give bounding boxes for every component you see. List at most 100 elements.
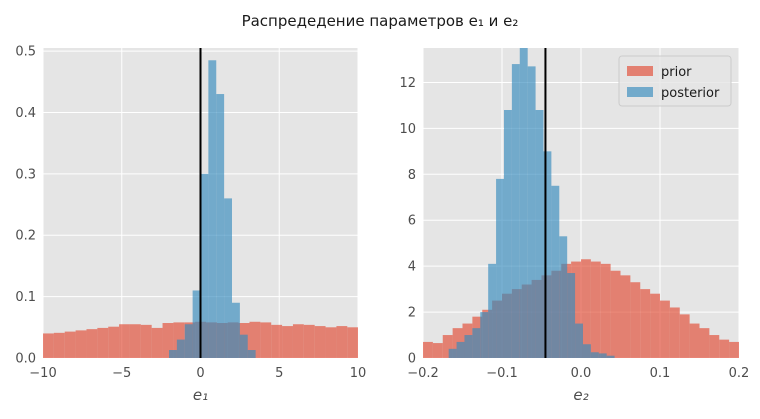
prior-bar <box>86 329 98 358</box>
posterior-bar <box>239 334 248 358</box>
y-tick-label: 6 <box>408 214 416 229</box>
y-tick-label: 8 <box>408 168 416 183</box>
posterior-bar <box>224 198 232 358</box>
prior-bar <box>620 275 631 358</box>
prior-bar <box>336 326 348 358</box>
prior-bar <box>442 335 453 358</box>
posterior-bar <box>480 312 489 358</box>
prior-bar <box>271 324 283 358</box>
prior-bar <box>669 307 680 358</box>
prior-bar <box>162 323 174 358</box>
legend: prior posterior <box>618 55 732 107</box>
posterior-bar <box>511 64 520 358</box>
prior-bar <box>590 261 601 358</box>
x-tick-label: 0.0 <box>571 366 592 381</box>
prior-bar <box>43 333 54 358</box>
prior-bar <box>729 341 739 358</box>
prior-bar <box>292 324 304 358</box>
prior-bar <box>358 331 369 358</box>
x-tick-label: 10 <box>350 366 367 381</box>
y-tick-label: 10 <box>399 122 416 137</box>
x-tick-label: 0.2 <box>729 366 750 381</box>
posterior-bar <box>247 350 256 358</box>
posterior-bar <box>551 185 560 358</box>
y-tick-label: 0.0 <box>15 352 36 367</box>
y-tick-label: 4 <box>408 260 416 275</box>
prior-bar <box>314 326 326 358</box>
prior-bar <box>249 321 261 358</box>
prior-bar <box>699 328 710 358</box>
prior-bar <box>129 324 141 358</box>
legend-swatch-posterior <box>627 87 653 97</box>
x-tick-label: −0.1 <box>486 366 518 381</box>
posterior-bar <box>527 66 536 358</box>
prior-bar <box>719 339 730 358</box>
prior-bar <box>75 330 87 358</box>
prior-bar <box>325 327 337 358</box>
prior-bar <box>119 324 130 358</box>
prior-bar <box>581 259 591 358</box>
prior-bar <box>151 327 163 358</box>
prior-bar <box>640 289 651 358</box>
y-tick-label: 2 <box>408 306 416 321</box>
posterior-bar <box>488 263 497 358</box>
y-tick-label: 0.3 <box>15 167 36 182</box>
y-tick-label: 0.5 <box>15 45 36 60</box>
prior-bar <box>650 293 660 358</box>
prior-bar <box>53 332 65 358</box>
posterior-series <box>448 48 615 358</box>
posterior-bar <box>575 323 583 358</box>
posterior-bar <box>192 290 201 358</box>
posterior-bar <box>496 178 504 358</box>
prior-bar <box>660 300 670 358</box>
prior-bar <box>303 324 315 358</box>
x-axis-label: e₁ <box>193 386 208 404</box>
posterior-bar <box>176 339 185 358</box>
x-tick-label: −0.2 <box>407 366 439 381</box>
posterior-series <box>169 60 256 358</box>
posterior-bar <box>582 344 591 358</box>
prior-bar <box>64 331 76 358</box>
posterior-bar <box>503 110 512 358</box>
posterior-bar <box>519 48 528 358</box>
prior-bar <box>260 322 272 358</box>
prior-bar <box>347 327 358 358</box>
x-tick-label: 5 <box>275 366 283 381</box>
posterior-bar <box>590 352 599 358</box>
prior-bar <box>108 326 120 358</box>
legend-swatch-prior <box>627 66 653 76</box>
prior-bar <box>423 341 433 358</box>
left-histogram-panel: −10 −5 0 5 10 0.0 0.1 0.2 0.3 0.4 0.5 e₁ <box>15 45 369 404</box>
posterior-bar <box>559 236 568 358</box>
prior-bar <box>140 324 152 358</box>
posterior-bar <box>567 273 576 358</box>
y-tick-label: 0.2 <box>15 229 36 244</box>
prior-bar <box>282 326 293 358</box>
posterior-bar <box>472 328 481 358</box>
legend-label-posterior: posterior <box>661 86 720 101</box>
posterior-bar <box>184 324 193 358</box>
prior-bar <box>709 335 720 358</box>
x-tick-label: 0 <box>196 366 204 381</box>
posterior-bar <box>200 173 209 358</box>
posterior-bar <box>543 151 552 358</box>
prior-bar <box>600 263 611 358</box>
y-tick-label: 0.4 <box>15 106 36 121</box>
posterior-bar <box>232 302 240 358</box>
x-tick-label: −5 <box>112 366 131 381</box>
posterior-bar <box>598 353 607 358</box>
x-axis-label: e₂ <box>573 386 588 404</box>
prior-bar <box>630 282 641 358</box>
prior-bar <box>432 343 443 358</box>
posterior-bar <box>169 350 177 358</box>
prior-bar <box>689 323 700 358</box>
figure-title: Распредедение параметров e₁ и e₂ <box>242 12 519 30</box>
posterior-bar <box>606 355 615 358</box>
prior-bar <box>571 261 581 358</box>
prior-bar <box>97 327 109 358</box>
right-histogram-panel: −0.2 −0.1 0.0 0.1 0.2 0 2 4 6 8 10 12 e₂ prior posteri… <box>399 48 749 404</box>
prior-bar <box>610 270 621 358</box>
y-tick-label: 0 <box>408 352 416 367</box>
